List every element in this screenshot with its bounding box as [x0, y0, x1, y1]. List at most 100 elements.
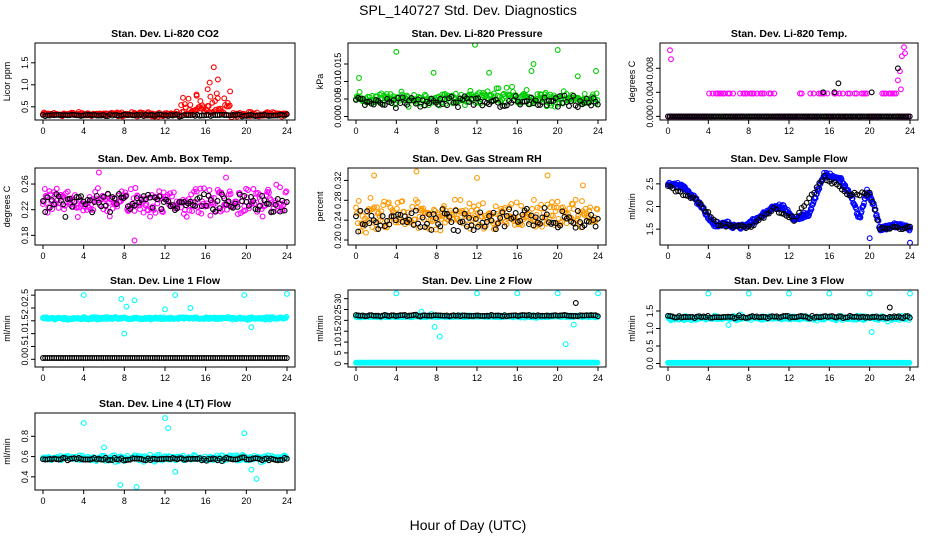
- data-point: [53, 185, 60, 192]
- data-point: [532, 97, 539, 104]
- data-point: [193, 91, 200, 98]
- plot-frame: [659, 42, 919, 121]
- plot-frame: [347, 42, 607, 121]
- x-tick-label: 20: [553, 373, 563, 383]
- data-point: [414, 199, 421, 206]
- chart-panel-4: Stan. Dev. Amb. Box Temp.degrees C0 4 8 12 1…: [2, 153, 296, 261]
- data-point: [118, 296, 125, 302]
- data-point: [570, 92, 577, 99]
- data-point: [371, 204, 378, 211]
- data-point: [93, 192, 100, 199]
- data-point: [523, 87, 530, 93]
- x-tick-label: 0: [353, 126, 358, 136]
- data-point: [266, 189, 272, 196]
- data-point: [392, 217, 399, 224]
- data-point: [127, 206, 134, 212]
- data-point: [101, 444, 107, 451]
- plot-frame: [347, 289, 607, 368]
- data-point: [283, 355, 290, 361]
- data-point: [215, 189, 222, 196]
- y-tick-label: 0.000: [333, 105, 343, 128]
- data-point: [587, 204, 594, 211]
- data-point: [250, 197, 257, 204]
- data-point: [894, 77, 901, 84]
- panel-title: Stan. Dev. Line 1 Flow: [110, 275, 221, 287]
- data-point: [868, 329, 875, 335]
- page-title: SPL_140727 Std. Dev. Diagnostics: [359, 2, 577, 18]
- data-point: [554, 290, 561, 297]
- y-tick-label: 1.0: [20, 327, 30, 340]
- data-point: [282, 315, 289, 321]
- data-point: [539, 214, 546, 221]
- data-point: [775, 209, 782, 216]
- data-point: [509, 83, 516, 90]
- data-point: [448, 93, 455, 100]
- data-point: [373, 226, 379, 233]
- data-point: [807, 90, 814, 97]
- data-point: [718, 90, 725, 97]
- data-point: [497, 215, 504, 221]
- data-point: [363, 229, 369, 236]
- data-point: [69, 203, 76, 210]
- y-axis-label: ml/min: [627, 315, 637, 342]
- data-point: [172, 468, 179, 475]
- data-point: [839, 90, 846, 97]
- data-point: [530, 61, 537, 67]
- data-point: [871, 206, 878, 213]
- data-point: [102, 202, 109, 209]
- data-point: [107, 209, 114, 215]
- x-tick-label: 24: [905, 373, 915, 383]
- data-point: [283, 199, 290, 205]
- data-point: [557, 222, 564, 229]
- data-point: [64, 188, 71, 195]
- x-tick-label: 16: [201, 251, 211, 261]
- data-point: [104, 208, 110, 215]
- data-point: [122, 189, 129, 196]
- data-point: [221, 195, 228, 202]
- data-point: [367, 194, 374, 201]
- data-point: [207, 93, 214, 100]
- data-point: [399, 198, 406, 205]
- x-tick-label: 20: [865, 126, 875, 136]
- data-point: [272, 201, 279, 208]
- data-point: [357, 96, 364, 102]
- data-point: [158, 205, 165, 212]
- data-point: [111, 195, 118, 202]
- data-point: [884, 225, 891, 232]
- data-point: [187, 101, 194, 108]
- data-point: [189, 208, 196, 214]
- data-point: [593, 68, 599, 74]
- data-point: [355, 197, 362, 204]
- data-point: [193, 188, 200, 195]
- data-point: [906, 113, 913, 120]
- data-point: [512, 93, 519, 99]
- x-tick-label: 24: [593, 126, 603, 136]
- data-point: [452, 99, 459, 106]
- data-point: [552, 95, 559, 102]
- data-point: [66, 195, 73, 202]
- data-point: [667, 47, 673, 54]
- data-point: [898, 53, 905, 60]
- data-point: [241, 192, 248, 199]
- data-point: [572, 300, 579, 306]
- data-point: [539, 99, 546, 106]
- data-point: [514, 290, 521, 297]
- x-tick-label: 24: [282, 126, 292, 136]
- y-axis-label: ml/min: [315, 315, 325, 342]
- data-point: [490, 209, 497, 216]
- data-point: [886, 304, 893, 311]
- data-point: [245, 202, 252, 209]
- data-point: [147, 213, 154, 220]
- data-point: [474, 290, 480, 297]
- data-point: [893, 90, 899, 97]
- y-tick-label: 1.5: [645, 223, 655, 236]
- x-tick-label: 20: [241, 496, 251, 506]
- x-tick-label: 16: [824, 126, 834, 136]
- data-point: [566, 214, 572, 221]
- data-point: [359, 95, 366, 102]
- x-tick-label: 8: [122, 251, 127, 261]
- data-point: [544, 172, 551, 179]
- data-point: [899, 226, 906, 233]
- data-point: [366, 220, 373, 227]
- x-tick-label: 24: [905, 251, 915, 261]
